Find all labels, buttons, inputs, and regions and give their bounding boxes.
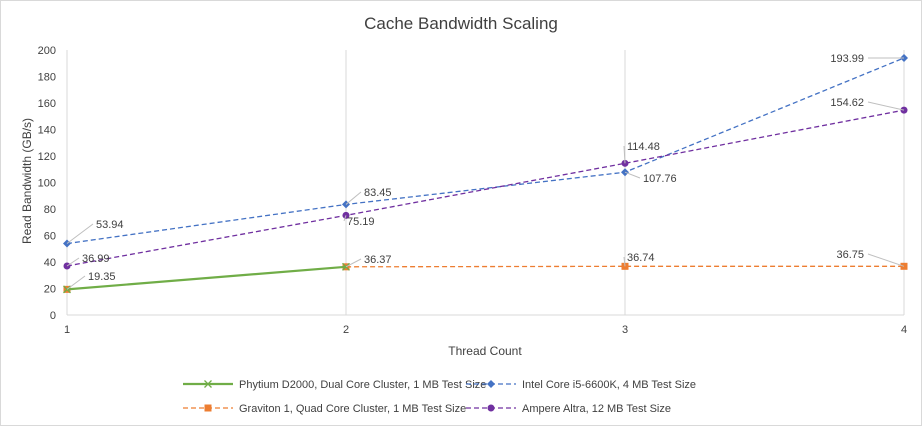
legend: Phytium D2000, Dual Core Cluster, 1 MB T… xyxy=(183,379,696,415)
grid xyxy=(66,50,905,316)
x-axis-ticks: 1 2 3 4 xyxy=(64,324,907,336)
marker-stroke xyxy=(204,380,212,388)
y-axis-ticks: 0 20 40 60 80 100 120 140 160 180 200 xyxy=(38,45,56,322)
data-label-leader xyxy=(624,171,641,179)
data-label: 36.37 xyxy=(364,254,392,266)
legend-label: Ampere Altra, 12 MB Test Size xyxy=(522,403,671,415)
data-label-leader xyxy=(343,215,347,222)
series-line xyxy=(66,109,905,267)
data-label-leader xyxy=(345,191,362,205)
x-axis-title: Thread Count xyxy=(448,344,522,358)
data-label: 193.99 xyxy=(830,53,864,65)
data-label: 75.19 xyxy=(347,216,375,228)
y-tick-label: 40 xyxy=(44,257,56,269)
marker-x xyxy=(204,380,212,388)
data-point xyxy=(487,380,495,388)
legend-label: Graviton 1, Quad Core Cluster, 1 MB Test… xyxy=(239,403,466,415)
x-tick-label: 3 xyxy=(622,324,628,336)
data-label-leader xyxy=(623,145,626,164)
legend-label: Intel Core i5-6600K, 4 MB Test Size xyxy=(522,379,696,391)
legend-item: Intel Core i5-6600K, 4 MB Test Size xyxy=(466,379,696,391)
data-label-leader xyxy=(867,253,905,267)
series-2 xyxy=(63,53,908,248)
series-line xyxy=(66,265,347,291)
data-label-leader xyxy=(623,256,626,267)
y-tick-label: 140 xyxy=(38,125,56,137)
x-tick-label: 2 xyxy=(343,324,349,336)
series-3 xyxy=(63,262,908,293)
data-label-leader xyxy=(66,257,80,267)
legend-item: Graviton 1, Quad Core Cluster, 1 MB Test… xyxy=(183,403,466,415)
x-tick-label: 4 xyxy=(901,324,907,336)
chart-title: Cache Bandwidth Scaling xyxy=(364,14,558,33)
data-label: 107.76 xyxy=(643,173,677,185)
data-label: 83.45 xyxy=(364,187,392,199)
data-point xyxy=(487,404,495,412)
series-4 xyxy=(63,106,908,270)
data-label: 114.48 xyxy=(627,141,660,153)
y-tick-label: 60 xyxy=(44,231,56,243)
data-label-leader xyxy=(345,258,362,268)
data-labels: 53.94 83.45 107.76 193.99 19.35 36.37 36.74 36.… xyxy=(66,53,905,290)
data-label-leader xyxy=(867,101,905,111)
data-label: 19.35 xyxy=(88,271,116,283)
y-tick-label: 20 xyxy=(44,284,56,296)
data-point xyxy=(204,404,212,412)
y-tick-label: 100 xyxy=(38,178,56,190)
data-label-leader xyxy=(66,275,86,290)
legend-item: Ampere Altra, 12 MB Test Size xyxy=(466,403,671,415)
data-label: 36.74 xyxy=(627,252,655,264)
y-tick-label: 80 xyxy=(44,204,56,216)
y-tick-label: 200 xyxy=(38,45,56,57)
y-tick-label: 180 xyxy=(38,72,56,84)
x-tick-label: 1 xyxy=(64,324,70,336)
data-label-leader xyxy=(66,223,94,244)
legend-item: Phytium D2000, Dual Core Cluster, 1 MB T… xyxy=(183,379,486,391)
y-tick-label: 0 xyxy=(50,310,56,322)
data-label: 36.75 xyxy=(836,249,864,261)
data-label: 36.99 xyxy=(82,253,110,265)
y-tick-label: 120 xyxy=(38,151,56,163)
y-axis-title: Read Bandwidth (GB/s) xyxy=(20,118,34,244)
y-tick-label: 160 xyxy=(38,98,56,110)
data-label: 154.62 xyxy=(830,97,864,109)
series-line xyxy=(66,265,905,291)
series-layer xyxy=(63,53,908,294)
data-label: 53.94 xyxy=(96,219,124,231)
series-line xyxy=(66,57,905,245)
legend-label: Phytium D2000, Dual Core Cluster, 1 MB T… xyxy=(239,379,486,391)
